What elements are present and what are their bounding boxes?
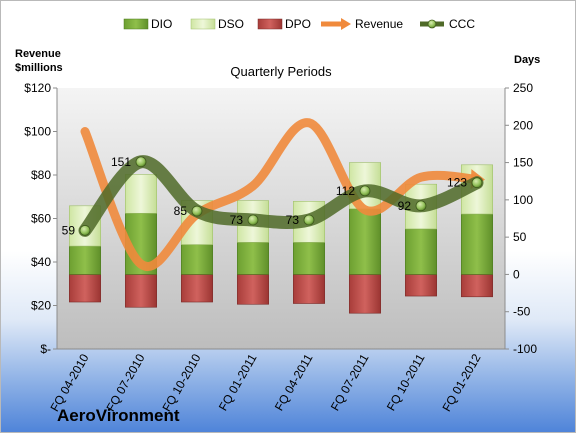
y-right-tick-label: 150 <box>513 156 533 170</box>
legend-label-ccc: CCC <box>449 17 475 31</box>
x-tick-label: FQ 10-2011 <box>384 351 428 413</box>
x-axis: FQ 04-2010 FQ 07-2010 FQ 10-2010 FQ 01-2011… <box>47 348 505 414</box>
x-tick-label: FQ 01-2011 <box>216 351 260 413</box>
bar-dpo <box>69 274 101 303</box>
y-left-tick-label: $80 <box>31 168 51 182</box>
chart-subtitle: Quarterly Periods <box>230 64 332 79</box>
legend-item-dso: DSO <box>190 17 244 31</box>
x-tick-label: FQ 07-2010 <box>103 351 147 414</box>
legend: DIO DSO DPO Revenue CCC <box>123 17 475 31</box>
bar-dpo <box>125 274 157 308</box>
legend-label-dso: DSO <box>218 17 244 31</box>
legend-label-dio: DIO <box>151 17 172 31</box>
ccc-data-label: 73 <box>230 213 244 227</box>
legend-item-dpo: DPO <box>257 17 311 31</box>
ccc-point <box>471 177 483 189</box>
legend-swatch-dpo <box>257 18 283 30</box>
legend-arrow-revenue <box>341 18 351 30</box>
x-tick-label: FQ 01-2012 <box>439 351 483 414</box>
legend-label-revenue: Revenue <box>355 17 403 31</box>
bar-dso <box>125 174 157 214</box>
ccc-point <box>135 156 147 168</box>
ccc-data-label: 85 <box>174 204 188 218</box>
ccc-data-label: 123 <box>447 176 467 190</box>
y-left-tick-label: $60 <box>31 212 51 226</box>
bar-dio <box>461 213 493 275</box>
ccc-data-label: 151 <box>111 155 131 169</box>
y-left-tick-label: $20 <box>31 299 51 313</box>
y-left-tick-label: $120 <box>24 81 51 95</box>
bar-dio <box>181 244 213 275</box>
legend-item-dio: DIO <box>123 17 172 31</box>
x-tick-label: FQ 07-2011 <box>328 351 372 413</box>
y-right-tick-label: 50 <box>513 230 527 244</box>
ccc-series <box>78 155 484 237</box>
y-right-tick-label: 250 <box>513 81 533 95</box>
legend-marker-ccc <box>427 19 437 29</box>
bar-dio <box>349 208 381 275</box>
y-left-tick-label: $100 <box>24 125 51 139</box>
bar-dpo <box>461 274 493 298</box>
y-right-tick-label: 200 <box>513 118 533 132</box>
y-right-tick-label: 100 <box>513 193 533 207</box>
x-tick-label: FQ 04-2010 <box>47 351 91 414</box>
ccc-data-label: 112 <box>336 184 355 198</box>
y-right-tick-label: -50 <box>513 305 531 319</box>
bar-dio <box>69 245 101 275</box>
ccc-data-label: 73 <box>286 213 300 227</box>
company-name: AeroVironment <box>57 406 180 425</box>
y-right-tick-label: -100 <box>513 342 537 356</box>
legend-item-ccc: CCC <box>420 17 475 31</box>
ccc-point <box>359 185 371 197</box>
ccc-point <box>247 214 259 226</box>
y-right-axis: -100 -50 0 50 100 150 200 250 <box>504 81 537 356</box>
x-tick-label: FQ 04-2011 <box>272 351 316 413</box>
bar-dio <box>237 242 269 275</box>
ccc-data-labels: 59 151 85 73 73 112 92 123 <box>62 155 468 238</box>
ccc-data-label: 92 <box>398 199 412 213</box>
legend-swatch-dio <box>123 18 149 30</box>
legend-swatch-dso <box>190 18 216 30</box>
y-right-title: Days <box>514 54 540 66</box>
bar-dpo <box>237 274 269 305</box>
bar-dpo <box>293 274 325 304</box>
x-tick-label: FQ 10-2010 <box>159 351 203 414</box>
bar-dio <box>405 228 437 275</box>
y-left-tick-label: $40 <box>31 255 51 269</box>
ccc-data-label: 59 <box>62 223 76 237</box>
bar-dpo <box>405 274 437 297</box>
y-right-tick-label: 0 <box>513 267 520 281</box>
legend-item-revenue: Revenue <box>321 17 403 31</box>
ccc-point <box>303 214 315 226</box>
ccc-point <box>79 225 91 236</box>
bar-dio <box>293 242 325 275</box>
bar-dpo <box>181 274 213 303</box>
ccc-point <box>415 200 427 212</box>
revenue-line <box>80 118 482 271</box>
ccc-point <box>191 205 203 217</box>
y-left-title-line1: Revenue <box>15 48 61 60</box>
y-left-title-line2: $millions <box>15 62 63 74</box>
y-left-tick-label: $- <box>40 342 51 356</box>
y-left-axis: $- $20 $40 $60 $80 $100 $120 <box>24 81 58 356</box>
bar-dpo <box>349 274 381 314</box>
legend-label-dpo: DPO <box>285 17 311 31</box>
